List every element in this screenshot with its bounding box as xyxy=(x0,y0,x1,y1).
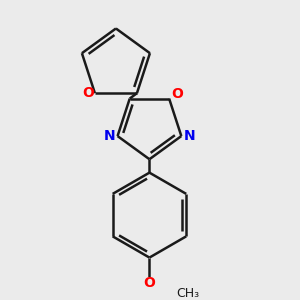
Text: N: N xyxy=(183,129,195,143)
Text: O: O xyxy=(171,87,183,101)
Text: CH₃: CH₃ xyxy=(176,287,200,300)
Text: O: O xyxy=(82,86,94,100)
Text: O: O xyxy=(143,276,155,290)
Text: N: N xyxy=(104,129,116,143)
